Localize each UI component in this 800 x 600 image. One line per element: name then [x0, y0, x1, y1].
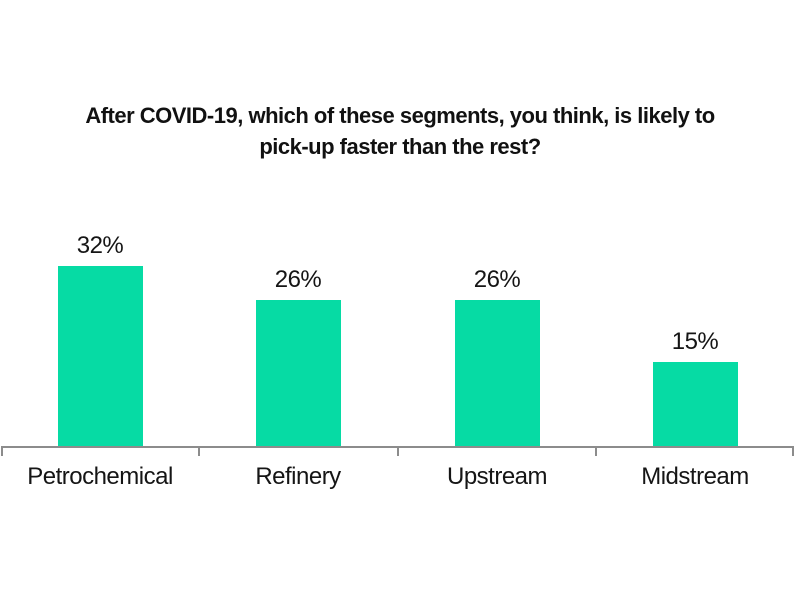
- axis-tick: [1, 446, 3, 456]
- category-label: Petrochemical: [27, 463, 173, 490]
- axis-tick: [792, 446, 794, 456]
- chart-title-line2: pick-up faster than the rest?: [259, 134, 541, 159]
- bar-value-label: 26%: [274, 266, 322, 293]
- bar-column: 15% Midstream: [596, 0, 794, 600]
- bar-column: 26% Upstream: [398, 0, 596, 600]
- axis-tick: [198, 446, 200, 456]
- axis-tick: [595, 446, 597, 456]
- bar-value-label: 26%: [473, 266, 521, 293]
- bar: [256, 300, 341, 446]
- bar: [653, 362, 738, 446]
- bar-column: 26% Refinery: [199, 0, 397, 600]
- bar: [58, 266, 143, 446]
- bar-value-label: 15%: [671, 328, 719, 355]
- category-label: Upstream: [446, 463, 548, 490]
- axis-tick: [397, 446, 399, 456]
- bar: [455, 300, 540, 446]
- chart-title: After COVID-19, which of these segments,…: [0, 100, 800, 162]
- category-label: Midstream: [641, 463, 749, 490]
- category-label: Refinery: [255, 463, 341, 490]
- chart-title-line1: After COVID-19, which of these segments,…: [85, 103, 715, 128]
- bar-value-label: 32%: [76, 232, 124, 259]
- bar-column: 32% Petrochemical: [1, 0, 199, 600]
